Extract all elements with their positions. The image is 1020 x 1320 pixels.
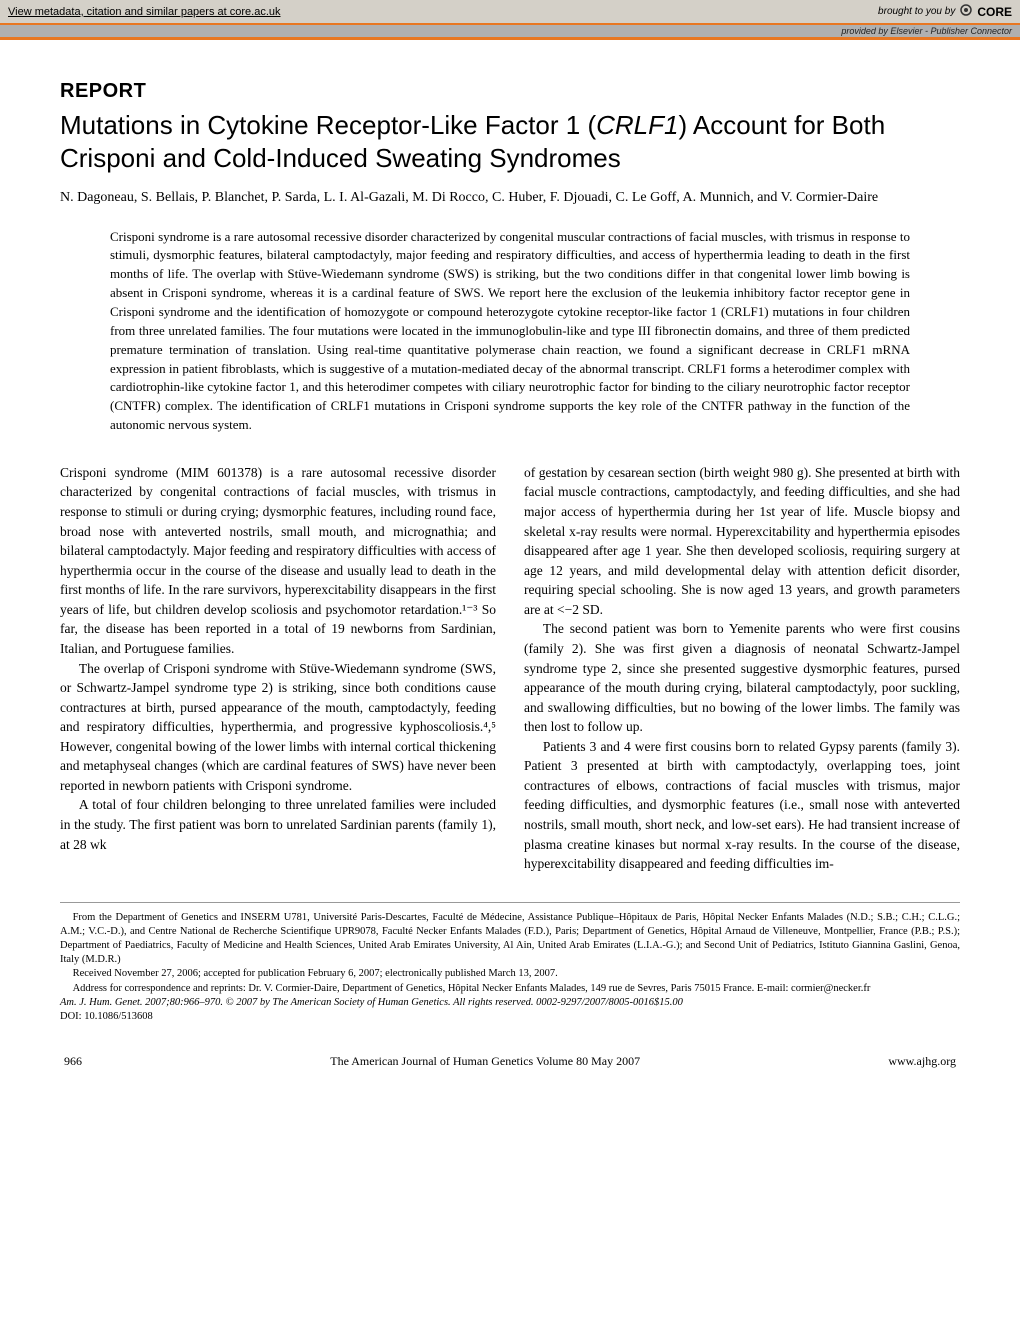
body-paragraph: The overlap of Crisponi syndrome with St…	[60, 659, 496, 796]
article-title: Mutations in Cytokine Receptor-Like Fact…	[60, 109, 960, 174]
core-logo[interactable]: CORE	[977, 5, 1012, 19]
title-gene: CRLF1	[596, 110, 678, 140]
affiliation-footnote: From the Department of Genetics and INSE…	[60, 911, 960, 968]
metadata-link[interactable]: View metadata, citation and similar pape…	[8, 6, 281, 18]
citation-footnote: Am. J. Hum. Genet. 2007;80:966–970. © 20…	[60, 996, 960, 1010]
brought-to-you-label: brought to you by	[878, 6, 955, 17]
core-banner: View metadata, citation and similar pape…	[0, 0, 1020, 25]
page-number: 966	[64, 1054, 82, 1069]
report-label: REPORT	[60, 80, 960, 103]
body-paragraph: Patients 3 and 4 were first cousins born…	[524, 737, 960, 874]
page-footer: 966 The American Journal of Human Geneti…	[60, 1054, 960, 1069]
body-paragraph: of gestation by cesarean section (birth …	[524, 463, 960, 620]
banner-right: brought to you by CORE	[878, 3, 1012, 20]
provided-by-text: provided by Elsevier - Publisher Connect…	[841, 26, 1012, 36]
correspondence-footnote: Address for correspondence and reprints:…	[60, 982, 960, 996]
provided-by-banner: provided by Elsevier - Publisher Connect…	[0, 25, 1020, 40]
body-columns: Crisponi syndrome (MIM 601378) is a rare…	[60, 463, 960, 874]
body-paragraph: Crisponi syndrome (MIM 601378) is a rare…	[60, 463, 496, 659]
dates-footnote: Received November 27, 2006; accepted for…	[60, 967, 960, 981]
body-paragraph: The second patient was born to Yemenite …	[524, 619, 960, 736]
article-page: REPORT Mutations in Cytokine Receptor-Li…	[0, 40, 1020, 1099]
author-list: N. Dagoneau, S. Bellais, P. Blanchet, P.…	[60, 188, 960, 208]
doi-footnote: DOI: 10.1086/513608	[60, 1010, 960, 1024]
footnotes: From the Department of Genetics and INSE…	[60, 902, 960, 1024]
core-icon	[959, 3, 973, 20]
body-paragraph: A total of four children belonging to th…	[60, 795, 496, 854]
citation-text: Am. J. Hum. Genet. 2007;80:966–970. © 20…	[60, 997, 683, 1008]
abstract: Crisponi syndrome is a rare autosomal re…	[110, 228, 910, 435]
journal-info: The American Journal of Human Genetics V…	[330, 1054, 640, 1069]
title-part1: Mutations in Cytokine Receptor-Like Fact…	[60, 110, 596, 140]
journal-url: www.ajhg.org	[888, 1054, 956, 1069]
